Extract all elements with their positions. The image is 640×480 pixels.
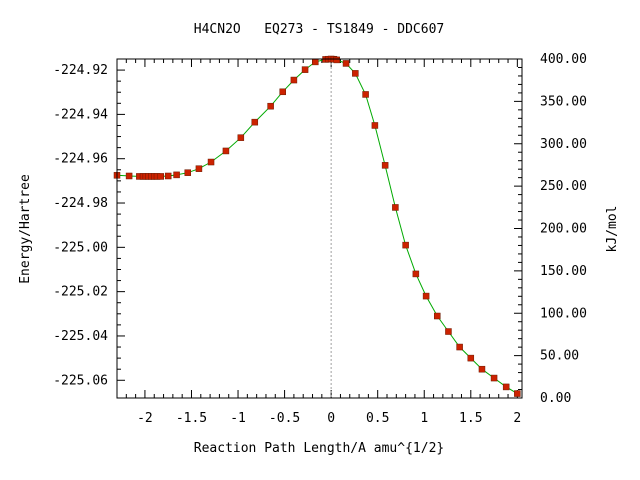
data-point: [173, 171, 180, 179]
data-point: [362, 91, 369, 98]
y2-tick-label: 300.00: [540, 137, 587, 152]
data-point: [412, 270, 420, 278]
data-point: [342, 60, 350, 67]
data-point: [279, 88, 286, 96]
data-point: [467, 354, 475, 362]
y-tick-label: -224.98: [53, 196, 108, 211]
data-point: [251, 118, 259, 126]
y2-tick-label: 50.00: [540, 349, 579, 364]
y2-axis-labels: 0.00 50.00 100.00 150.00 200.00 250.00 300.00 3…: [540, 52, 587, 406]
data-point: [402, 241, 409, 249]
data-point: [422, 292, 430, 300]
data-point: [333, 56, 340, 64]
data-point: [290, 76, 298, 84]
x-tick-label: 1.5: [459, 411, 482, 426]
data-point: [312, 58, 319, 66]
y-tick-label: -225.02: [53, 285, 108, 300]
y-tick-label: -225.06: [53, 373, 108, 388]
data-points: [113, 55, 521, 397]
data-point: [381, 162, 389, 169]
x-tick-label: 2: [513, 411, 521, 426]
y-tick-label: -225.00: [53, 240, 108, 255]
y2-tick-label: 350.00: [540, 94, 587, 109]
data-point: [207, 158, 215, 166]
data-point: [514, 390, 521, 397]
data-point: [184, 169, 192, 176]
x-axis-title: Reaction Path Length/A amu^{1/2}: [194, 441, 444, 456]
series-line: [116, 58, 518, 395]
data-point: [157, 173, 165, 180]
y2-tick-label: 200.00: [540, 222, 587, 237]
x-tick-label: -2: [137, 411, 153, 426]
x-tick-label: -1.5: [176, 411, 207, 426]
data-point: [352, 70, 359, 77]
y-axis-labels: -224.92 -224.94 -224.96 -224.98 -225.00 -225.…: [53, 63, 108, 388]
y-axis-title: Energy/Hartree: [18, 174, 33, 284]
y2-tick-label: 0.00: [540, 391, 571, 406]
data-point: [502, 383, 510, 391]
data-point: [490, 374, 498, 382]
data-point: [392, 204, 399, 211]
x-tick-label: -1: [230, 411, 246, 426]
data-point: [445, 328, 452, 335]
x-tick-label: 0: [327, 411, 335, 426]
chart-title: H4CN2O EQ273 - TS1849 - DDC607: [194, 22, 444, 37]
x-tick-label: 0.5: [366, 411, 389, 426]
y-tick-label: -225.04: [53, 329, 108, 344]
data-point: [164, 172, 172, 180]
data-point: [301, 66, 309, 73]
data-point: [434, 312, 441, 320]
y-tick-label: -224.92: [53, 63, 108, 78]
data-point: [237, 134, 245, 141]
data-point: [195, 165, 203, 172]
x-axis-labels: -2 -1.5 -1 -0.5 0 0.5 1 1.5 2: [137, 411, 521, 426]
y2-tick-label: 100.00: [540, 306, 587, 321]
y2-tick-label: 250.00: [540, 179, 587, 194]
y2-tick-label: 150.00: [540, 264, 587, 279]
data-point: [456, 343, 463, 351]
x-tick-label: -0.5: [269, 411, 300, 426]
data-point: [125, 172, 133, 180]
data-point: [371, 122, 379, 129]
x-tick-label: 1: [420, 411, 428, 426]
y2-axis-title: kJ/mol: [605, 206, 620, 253]
plot-frame: [116, 58, 523, 399]
data-point: [478, 365, 486, 373]
y-tick-label: -224.94: [53, 107, 108, 122]
data-point: [267, 102, 274, 110]
data-point: [222, 147, 230, 155]
y2-tick-label: 400.00: [540, 52, 587, 67]
y-tick-label: -224.96: [53, 152, 108, 167]
